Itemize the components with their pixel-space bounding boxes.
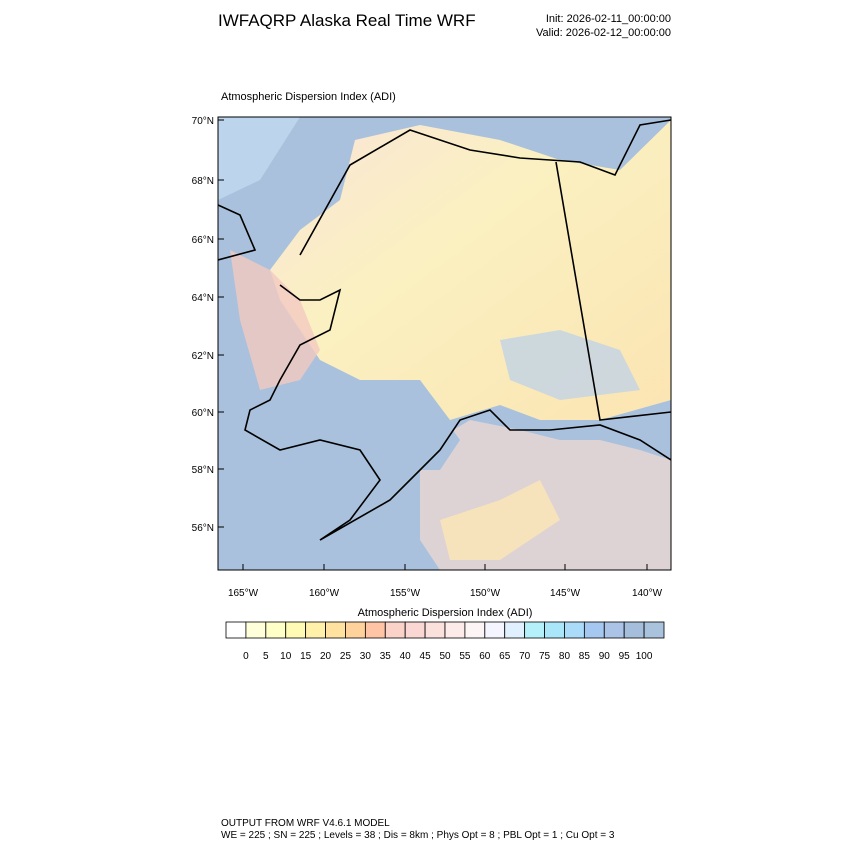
colorbar-box [265,621,287,639]
colorbar-label: 0 [243,651,249,662]
colorbar-label: 100 [636,651,653,662]
colorbar-box [464,621,486,639]
colorbar-box [544,621,565,639]
lat-label: 64°N [192,293,214,304]
lat-label: 56°N [192,523,214,534]
colorbar-box [524,621,545,639]
colorbar-box [225,621,247,639]
colorbar-label: 50 [439,651,451,662]
init-time: Init: 2026-02-11_00:00:00 [546,13,671,25]
colorbar-box [245,621,267,639]
colorbar-title: Atmospheric Dispersion Index (ADI) [358,607,533,619]
map-field [218,117,671,570]
colorbar-label: 85 [579,651,591,662]
lon-label: 155°W [390,588,421,599]
colorbar-label: 40 [400,651,412,662]
lat-label: 60°N [192,408,214,419]
map-frame [217,116,672,571]
colorbar-label: 80 [559,651,571,662]
colorbar-box [484,621,506,639]
colorbar-label: 5 [263,651,269,662]
colorbar-box [404,621,426,639]
colorbar: 0 5 10 15 20 25 30 35 40 45 50 55 60 65 70 75 80 85 90 95 10… [225,621,665,662]
colorbar-box [345,621,366,639]
colorbar-box [384,621,406,639]
lat-label: 70°N [192,116,214,127]
colorbar-label: 60 [479,651,491,662]
colorbar-box [564,621,585,639]
colorbar-box [643,621,665,639]
lat-label: 66°N [192,235,214,246]
colorbar-label: 75 [539,651,551,662]
colorbar-label: 25 [340,651,352,662]
lon-label: 160°W [309,588,340,599]
colorbar-box [325,621,346,639]
colorbar-box [504,621,526,639]
colorbar-label: 70 [519,651,531,662]
colorbar-label: 90 [599,651,611,662]
colorbar-box [285,621,307,639]
colorbar-label: 45 [420,651,432,662]
title: IWFAQRP Alaska Real Time WRF [218,11,476,30]
map-title: Atmospheric Dispersion Index (ADI) [221,91,396,103]
colorbar-label: 20 [320,651,332,662]
colorbar-label: 30 [360,651,372,662]
colorbar-box [305,621,326,639]
lat-label: 62°N [192,351,214,362]
colorbar-box [364,621,386,639]
lon-label: 150°W [470,588,501,599]
footer-line: WE = 225 ; SN = 225 ; Levels = 38 ; Dis … [221,830,615,841]
lon-label: 145°W [550,588,581,599]
lon-label: 165°W [228,588,259,599]
colorbar-box [424,621,446,639]
colorbar-label: 95 [619,651,631,662]
colorbar-label: 35 [380,651,392,662]
colorbar-box [583,621,605,639]
valid-time: Valid: 2026-02-12_00:00:00 [536,27,671,39]
colorbar-label: 65 [499,651,511,662]
colorbar-label: 15 [300,651,312,662]
lat-label: 58°N [192,465,214,476]
colorbar-box [444,621,466,639]
colorbar-label: 55 [459,651,471,662]
lon-label: 140°W [632,588,663,599]
colorbar-box [623,621,645,639]
footer-line: OUTPUT FROM WRF V4.6.1 MODEL [221,818,390,829]
lat-label: 68°N [192,176,214,187]
map-axes: 70°N 68°N 66°N 64°N 62°N 60°N 58°N 56°N 165°W 160… [192,116,663,599]
colorbar-box [603,621,625,639]
colorbar-label: 10 [280,651,292,662]
